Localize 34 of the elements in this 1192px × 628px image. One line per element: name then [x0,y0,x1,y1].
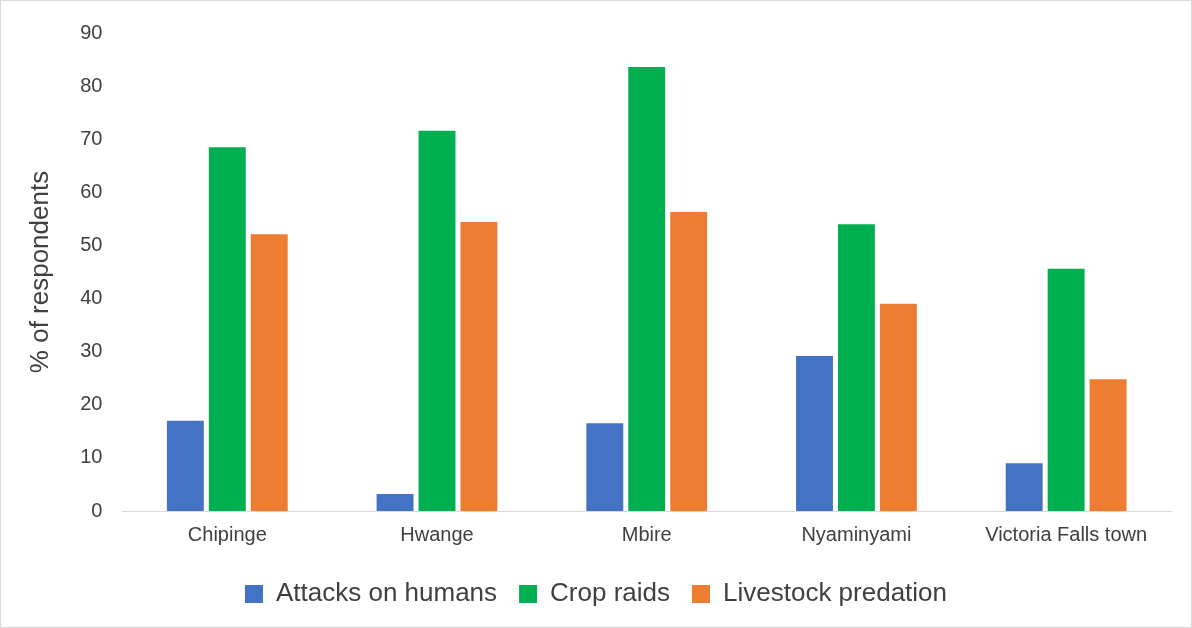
bar [586,423,624,511]
y-tick-label: 30 [80,339,103,362]
bar [250,234,288,511]
bar [796,355,833,511]
y-tick-label: 70 [80,126,103,149]
bar [1005,463,1043,511]
bar [208,147,246,511]
legend-label: Attacks on humans [275,577,498,608]
bar [1047,268,1085,511]
y-axis-title: % of respondents [23,170,54,374]
bar [628,66,666,511]
legend-label: Livestock predation [723,577,948,608]
bar [837,224,875,511]
x-tick-label: Chipinge [187,522,267,545]
y-tick-label: 50 [80,232,103,255]
y-tick-label: 90 [80,20,103,43]
bar [879,303,917,511]
bar [418,130,456,511]
bar [376,494,414,511]
bar [166,420,204,511]
x-tick-label: Hwange [400,522,474,545]
y-tick-label: 80 [80,73,103,96]
x-tick-label: Victoria Falls town [985,522,1148,545]
y-tick-label: 60 [80,179,103,202]
legend-label: Crop raids [550,577,671,608]
x-tick-label: Nyaminyami [801,522,912,545]
bar [460,222,498,511]
x-tick-label: Mbire [621,522,672,545]
y-tick-label: 10 [80,445,103,468]
y-tick-label: 0 [91,498,103,521]
bar [1089,379,1127,511]
y-tick-label: 40 [80,286,103,309]
y-tick-label: 20 [80,392,103,415]
bar [670,211,708,511]
